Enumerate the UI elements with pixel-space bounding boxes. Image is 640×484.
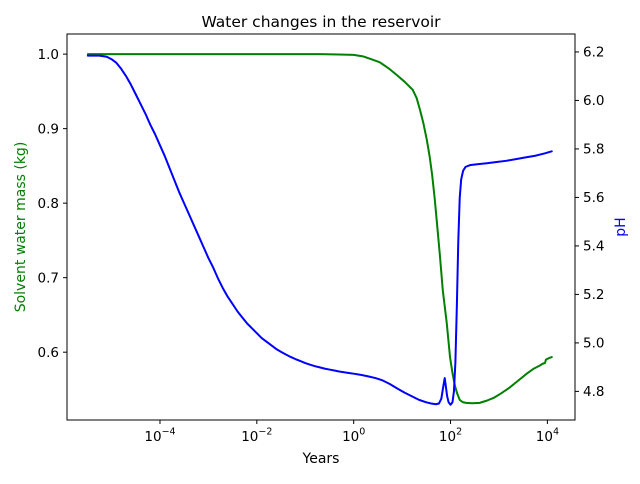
x-tick-label: 104	[536, 427, 559, 446]
right-y-tick-label: 5.2	[583, 287, 604, 303]
x-axis-label: Years	[302, 451, 340, 467]
right-y-tick-label: 6.0	[583, 93, 604, 109]
right-y-tick-label: 4.8	[583, 384, 604, 400]
ph-line	[86, 54, 553, 406]
right-y-tick-label: 6.2	[583, 45, 604, 61]
left-y-tick-label: 0.9	[38, 121, 59, 137]
right-y-tick-label: 5.0	[583, 336, 604, 352]
chart-title: Water changes in the reservoir	[201, 13, 441, 31]
left-y-tick-label: 0.6	[38, 345, 59, 361]
x-tick-label: 10−4	[144, 427, 175, 446]
left-y-tick-label: 0.7	[38, 270, 59, 286]
x-tick-label: 10−2	[241, 427, 272, 446]
plot-area	[67, 34, 575, 420]
right-y-axis-label: pH	[613, 217, 629, 236]
x-tick-label: 100	[342, 427, 365, 446]
series-layer	[86, 53, 553, 406]
axis-layer: 10−4 10−2 100 102 104 1.0 0.9 0.8 0.7 0.6 6.2 6.0 5.…	[38, 45, 605, 445]
right-y-tick-label: 5.8	[583, 142, 604, 158]
x-tick-label: 102	[439, 427, 462, 446]
left-y-tick-label: 1.0	[38, 47, 59, 63]
left-y-tick-label: 0.8	[38, 196, 59, 212]
water-mass-line	[86, 53, 553, 405]
left-y-axis-label: Solvent water mass (kg)	[13, 142, 29, 313]
right-y-tick-label: 5.4	[583, 239, 604, 255]
right-y-tick-label: 5.6	[583, 190, 604, 206]
axes-frame	[66, 33, 576, 421]
